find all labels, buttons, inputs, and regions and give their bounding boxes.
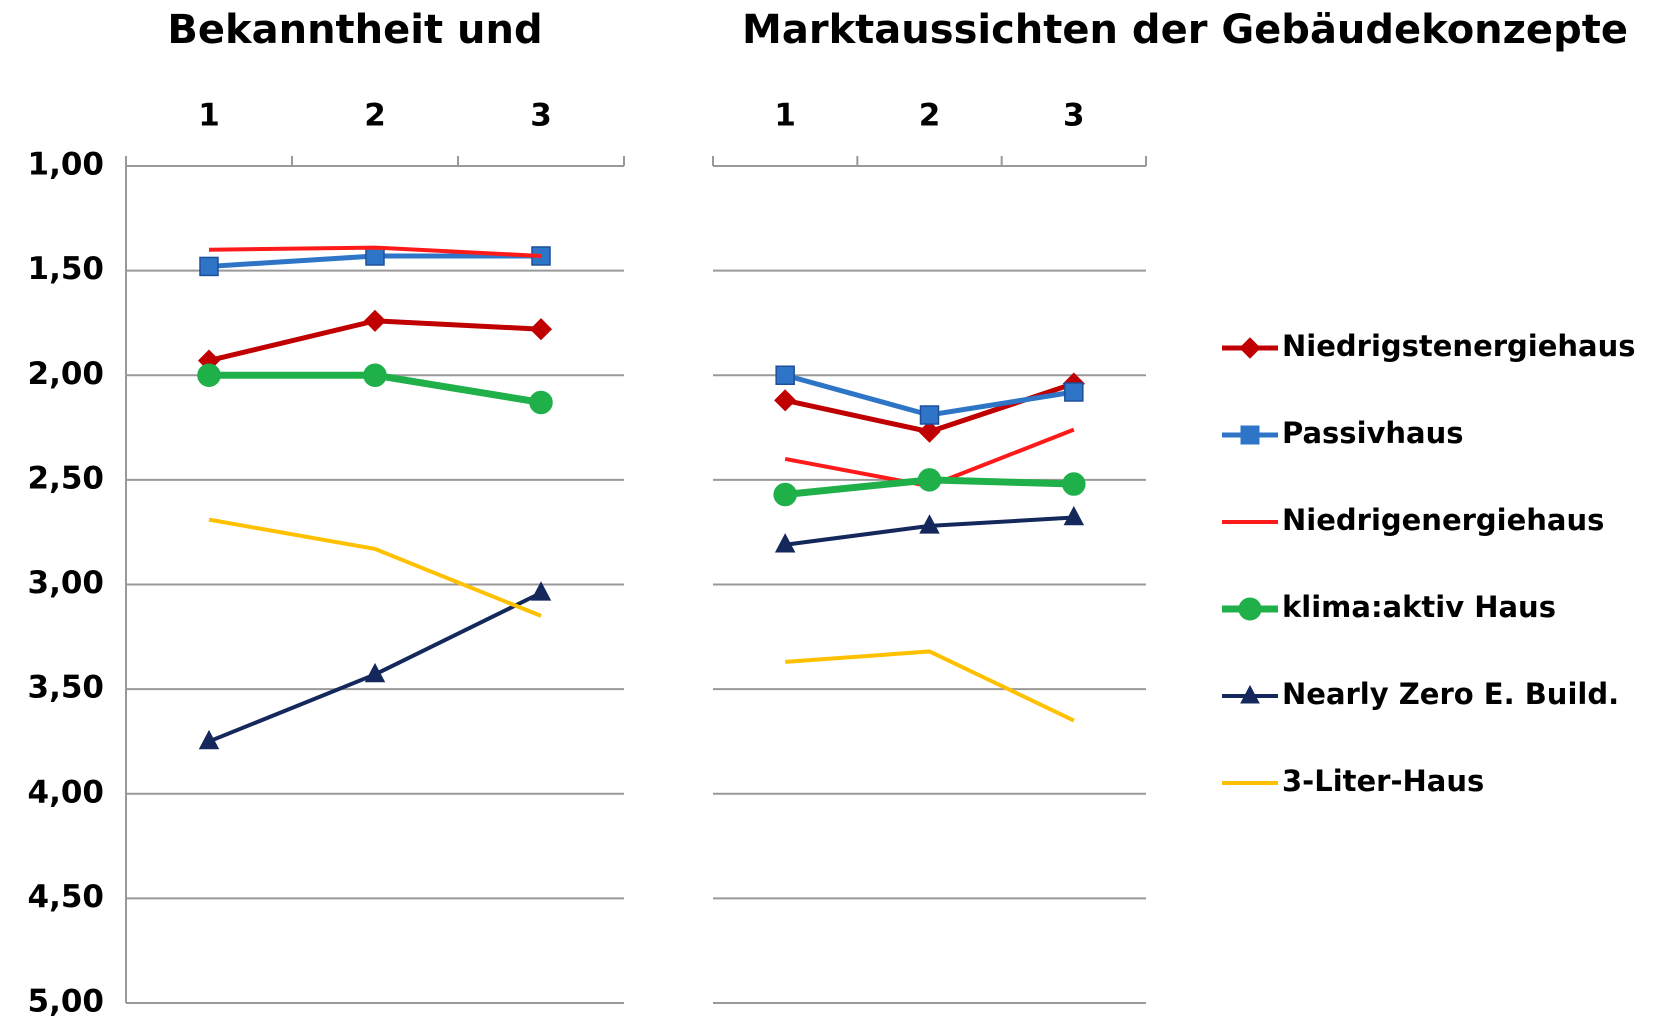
marker [529, 390, 553, 415]
legend-label: Nearly Zero E. Build. [1282, 677, 1619, 711]
x-tick-label: 1 [198, 98, 220, 134]
legend-label: Niedrigstenergiehaus [1282, 329, 1636, 363]
marker [775, 365, 795, 385]
marker [363, 309, 387, 332]
marker [198, 729, 220, 750]
marker [1063, 505, 1085, 526]
y-tick-label: 2,00 [28, 356, 105, 392]
legend-label: klima:aktiv Haus [1282, 590, 1556, 624]
marker [364, 662, 386, 683]
legend-label: Niedrigenergiehaus [1282, 503, 1604, 537]
y-tick-label: 1,00 [28, 147, 105, 183]
marker [1064, 382, 1084, 402]
marker [917, 468, 942, 492]
marker [773, 482, 797, 507]
x-tick-label: 1 [774, 98, 796, 134]
y-tick-label: 4,50 [28, 879, 105, 915]
y-tick-label: 3,00 [28, 565, 105, 601]
x-tick-label: 3 [530, 98, 552, 134]
y-tick-label: 5,00 [28, 984, 105, 1020]
marker [363, 363, 387, 387]
marker [199, 256, 219, 277]
series-line [208, 517, 542, 618]
x-tick-label: 2 [919, 98, 941, 134]
y-tick-label: 2,50 [28, 460, 105, 496]
x-tick-label: 3 [1063, 98, 1085, 134]
marker [197, 363, 221, 387]
marker [919, 514, 940, 534]
x-tick-label: 2 [364, 98, 386, 134]
chart-title: Bekanntheit und [167, 7, 542, 53]
series-line [785, 649, 1075, 723]
marker [774, 389, 797, 412]
series-line [208, 245, 542, 258]
marker [1062, 472, 1086, 496]
y-tick-label: 1,50 [28, 251, 105, 287]
legend-label: 3-Liter-Haus [1282, 764, 1484, 798]
marker [919, 405, 940, 425]
legend-marker [1239, 337, 1261, 359]
marker [530, 581, 552, 601]
y-tick-label: 4,00 [28, 774, 105, 810]
marker [529, 318, 553, 341]
legend-marker [1240, 425, 1260, 445]
legend-marker [1240, 684, 1260, 704]
legend-marker [1238, 597, 1262, 621]
y-tick-label: 3,50 [28, 670, 105, 706]
marker [774, 533, 796, 553]
marker [918, 420, 941, 443]
legend-label: Passivhaus [1282, 416, 1464, 450]
chart-title: Marktaussichten der Gebäudekonzepte [742, 7, 1628, 53]
